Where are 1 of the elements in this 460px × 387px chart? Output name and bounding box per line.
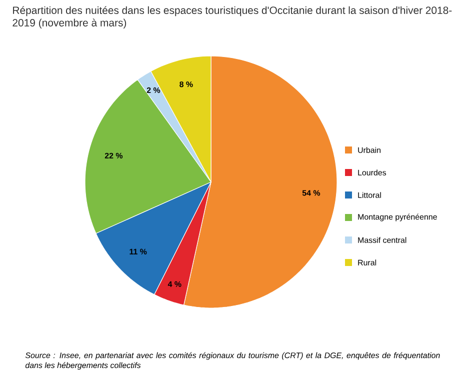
chart-title: Répartition des nuitées dans les espaces touristiques d'Occitanie durant la saison d'hiver 2018-2019 (novembre à mars) (12, 6, 452, 29)
